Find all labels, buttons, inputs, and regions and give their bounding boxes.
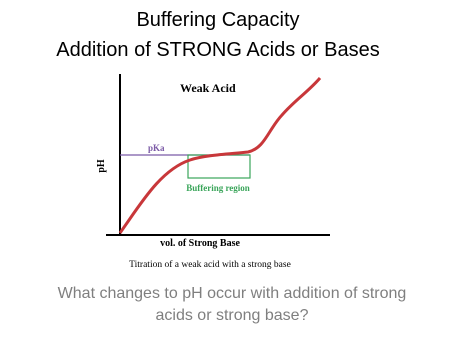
- x-label: vol. of Strong Base: [160, 238, 240, 249]
- title-line: Buffering Capacity: [136, 9, 299, 31]
- question-line: acids or strong base?: [156, 307, 309, 324]
- question-line: What changes to pH occur with addition o…: [58, 285, 407, 302]
- caption: Titration of a weak acid with a strong b…: [129, 259, 291, 270]
- region-label: Buffering region: [186, 183, 250, 193]
- y-label: pH: [96, 159, 107, 173]
- diagram-heading: Weak Acid: [180, 81, 236, 95]
- pka-label: pKa: [148, 143, 165, 153]
- title-line: Addition of STRONG Acids or Bases: [56, 39, 379, 61]
- titration-curve: [118, 77, 322, 234]
- titration-diagram: Weak Acid pH pKa Buffering region vol. o…: [96, 74, 330, 270]
